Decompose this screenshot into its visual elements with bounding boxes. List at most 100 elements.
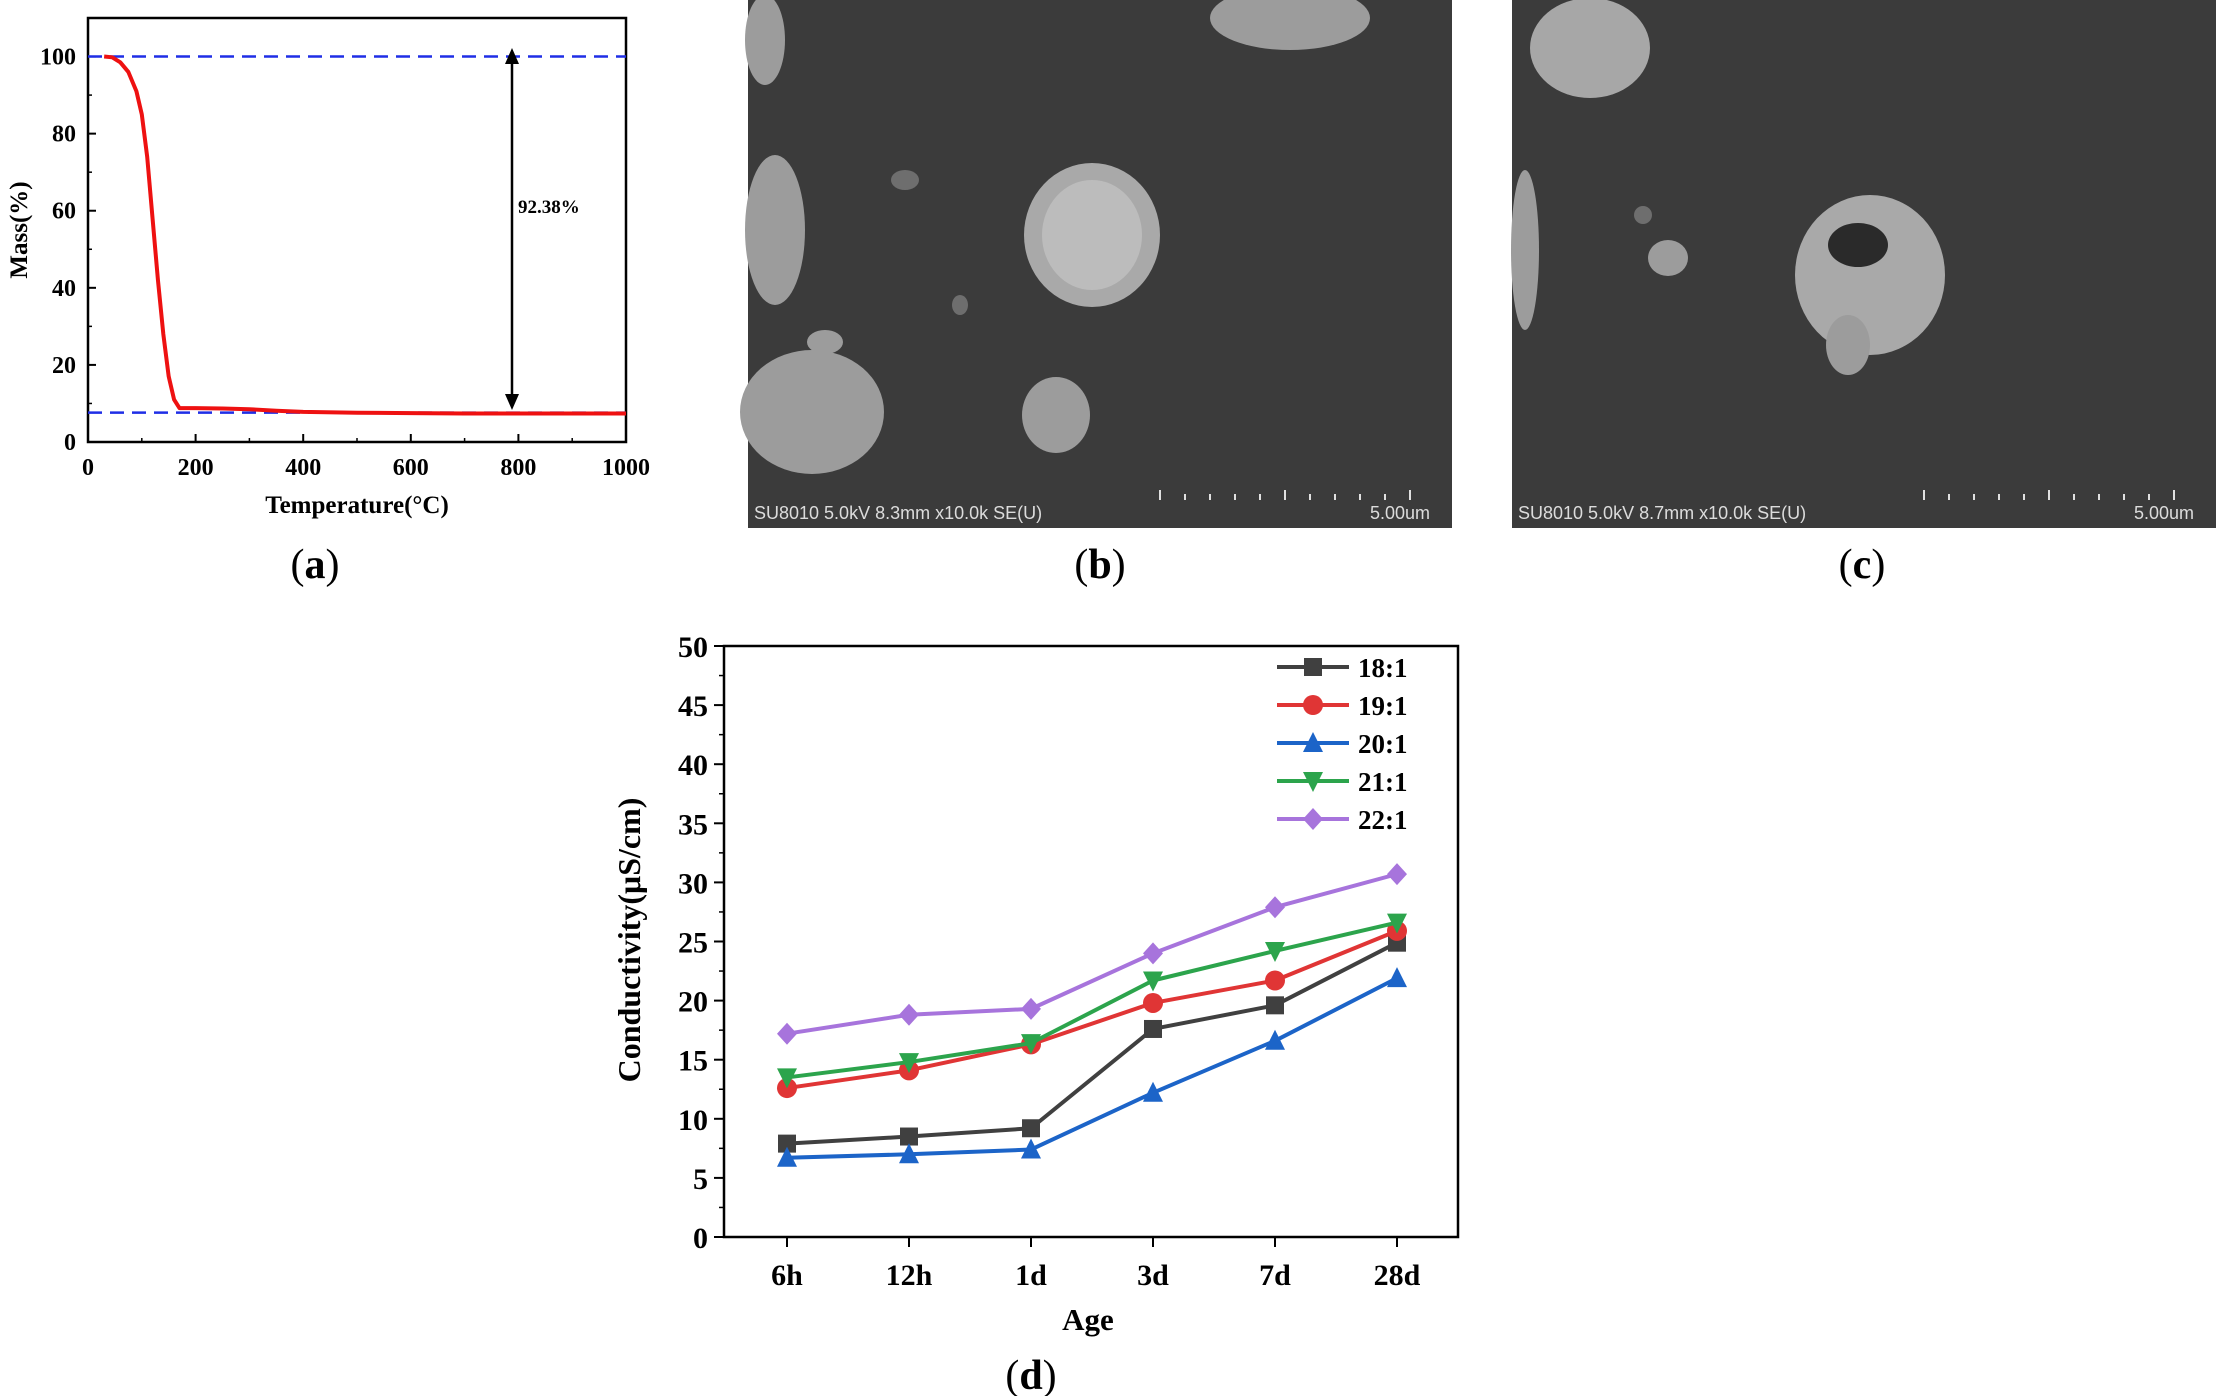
conductivity-point xyxy=(899,1143,919,1164)
conductivity-series-19-1 xyxy=(777,920,1407,1099)
legend-label: 19:1 xyxy=(1358,691,1408,721)
conductivity-point xyxy=(1266,996,1284,1015)
sem-image-c: SU8010 5.0kV 8.7mm x10.0k SE(U) 5.00um xyxy=(1511,0,2216,528)
tga-y-tick-label: 40 xyxy=(52,276,76,302)
tga-x-tick-label: 1000 xyxy=(602,455,650,481)
conductivity-point xyxy=(777,1146,797,1167)
legend-marker xyxy=(1303,732,1323,752)
tga-y-tick-label: 60 xyxy=(52,199,76,225)
conductivity-y-tick-label: 5 xyxy=(693,1163,708,1196)
conductivity-y-tick-label: 50 xyxy=(678,631,708,664)
conductivity-point xyxy=(899,1003,919,1026)
svg-text:(d): (d) xyxy=(1005,1353,1056,1396)
svg-text:(c): (c) xyxy=(1839,542,1886,588)
tga-ticks: 0 200 400 600 800 1000 0 20 40 60 80 100 xyxy=(40,45,650,481)
conductivity-y-tick-label: 35 xyxy=(678,808,708,841)
legend-label: 18:1 xyxy=(1358,653,1408,683)
conductivity-y-tick-label: 40 xyxy=(678,749,708,782)
conductivity-x-tick-label: 12h xyxy=(886,1259,933,1292)
tga-y-tick-label: 20 xyxy=(52,353,76,379)
svg-text:(a): (a) xyxy=(291,542,340,588)
conductivity-x-tick-label: 7d xyxy=(1259,1259,1291,1292)
tga-y-tick-label: 80 xyxy=(52,122,76,148)
conductivity-series-21-1 xyxy=(777,913,1407,1089)
legend-marker xyxy=(1304,658,1322,676)
legend-label: 21:1 xyxy=(1358,767,1408,797)
conductivity-legend: 18:1 19:1 20:1 21:1 22:1 xyxy=(1277,653,1408,835)
conductivity-point xyxy=(1144,1019,1162,1038)
tga-x-tick-label: 0 xyxy=(82,455,94,481)
conductivity-plot-frame xyxy=(722,644,1460,1239)
sem-b-caption: SU8010 5.0kV 8.3mm x10.0k SE(U) xyxy=(754,503,1042,523)
tga-y-tick-label: 0 xyxy=(64,430,76,456)
tga-annotation: 92.38% xyxy=(518,197,580,218)
conductivity-y-tick-label: 15 xyxy=(678,1045,708,1078)
tga-x-tick-label: 800 xyxy=(500,455,536,481)
tga-y-axis-title: Mass(%) xyxy=(6,181,33,278)
panel-label-d: (d) xyxy=(1005,1353,1056,1396)
conductivity-point xyxy=(1021,1034,1041,1055)
conductivity-point xyxy=(1387,863,1407,886)
tga-series xyxy=(103,54,626,416)
conductivity-point xyxy=(1265,896,1285,919)
sem-b-scale-bar xyxy=(1159,490,1411,500)
tga-mass-curve xyxy=(103,54,626,416)
conductivity-series-22-1 xyxy=(777,863,1407,1045)
sem-c-particles xyxy=(1511,0,1945,375)
legend-item-19-1: 19:1 xyxy=(1277,691,1408,721)
legend-item-21-1: 21:1 xyxy=(1277,767,1408,797)
tga-chart: 0 200 400 600 800 1000 0 20 40 60 80 100 92.38% Tem… xyxy=(6,16,650,519)
conductivity-point xyxy=(1143,971,1163,992)
legend-item-18-1: 18:1 xyxy=(1277,653,1408,683)
conductivity-y-tick-label: 25 xyxy=(678,927,708,960)
conductivity-y-tick-label: 0 xyxy=(693,1222,708,1255)
sem-image-b: SU8010 5.0kV 8.3mm x10.0k SE(U) 5.00um xyxy=(740,0,1452,528)
sem-b-scale-label: 5.00um xyxy=(1370,503,1430,523)
conductivity-line-20-1 xyxy=(786,976,1398,1160)
conductivity-line-21-1 xyxy=(786,920,1398,1080)
tga-x-tick-label: 600 xyxy=(393,455,429,481)
sem-c-scale-bar xyxy=(1923,490,2175,500)
conductivity-point xyxy=(1021,997,1041,1020)
panel-label-a: (a) xyxy=(291,542,340,588)
legend-marker xyxy=(1303,695,1323,715)
legend-item-22-1: 22:1 xyxy=(1277,805,1408,835)
conductivity-y-tick-label: 30 xyxy=(678,867,708,900)
conductivity-y-tick-label: 10 xyxy=(678,1104,708,1137)
tga-y-tick-label: 100 xyxy=(40,45,76,71)
tga-x-tick-label: 200 xyxy=(178,455,214,481)
conductivity-line-18-1 xyxy=(786,940,1398,1146)
conductivity-y-tick-label: 20 xyxy=(678,986,708,1019)
conductivity-point xyxy=(778,1134,796,1153)
conductivity-point xyxy=(777,1068,797,1089)
tga-reference-lines xyxy=(88,55,626,414)
conductivity-series-20-1 xyxy=(777,967,1407,1167)
conductivity-point xyxy=(1143,1081,1163,1102)
conductivity-point xyxy=(1387,913,1407,934)
legend-label: 20:1 xyxy=(1358,729,1408,759)
conductivity-point xyxy=(1387,967,1407,988)
panel-label-c: (c) xyxy=(1839,542,1886,588)
conductivity-x-axis-title: Age xyxy=(1062,1302,1114,1337)
conductivity-x-tick-label: 6h xyxy=(771,1259,803,1292)
conductivity-point xyxy=(1021,1138,1041,1159)
conductivity-y-axis-title: Conductivity(μS/cm) xyxy=(611,798,647,1083)
conductivity-point xyxy=(777,1022,797,1045)
conductivity-point xyxy=(1143,942,1163,965)
conductivity-point xyxy=(1265,970,1285,991)
sem-c-scale-label: 5.00um xyxy=(2134,503,2194,523)
conductivity-point xyxy=(1265,941,1285,962)
conductivity-point xyxy=(1022,1119,1040,1138)
sem-c-caption: SU8010 5.0kV 8.7mm x10.0k SE(U) xyxy=(1518,503,1806,523)
conductivity-point xyxy=(899,1053,919,1074)
conductivity-line-19-1 xyxy=(786,929,1398,1091)
conductivity-series-18-1 xyxy=(778,933,1406,1153)
tga-x-tick-label: 400 xyxy=(285,455,321,481)
conductivity-y-tick-label: 45 xyxy=(678,690,708,723)
tga-arrow xyxy=(505,48,519,410)
conductivity-x-tick-label: 1d xyxy=(1015,1259,1047,1292)
legend-item-20-1: 20:1 xyxy=(1277,729,1408,759)
conductivity-point xyxy=(900,1127,918,1146)
conductivity-point xyxy=(1265,1029,1285,1050)
